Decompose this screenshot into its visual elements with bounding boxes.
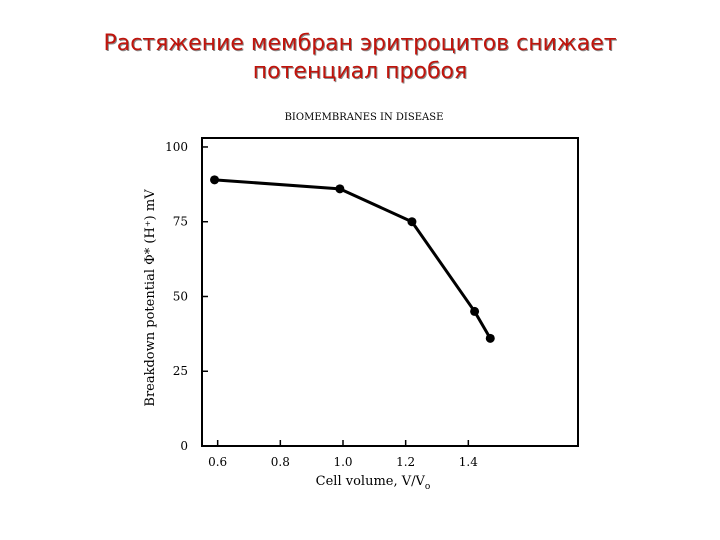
slide-title: Растяжение мембран эритроцитов снижает п… bbox=[40, 30, 680, 86]
x-tick-label: 0.6 bbox=[208, 455, 227, 469]
x-tick-label: 1.4 bbox=[459, 455, 478, 469]
data-point bbox=[335, 184, 345, 194]
x-axis-ticks: 0.6 0.8 1.0 1.2 1.4 bbox=[208, 440, 478, 469]
x-axis-label: Cell volume, V/Vo bbox=[316, 474, 431, 492]
y-tick-label: 75 bbox=[173, 215, 188, 229]
data-point bbox=[210, 175, 220, 185]
series-layer bbox=[210, 175, 495, 343]
chart-header: BIOMEMBRANES IN DISEASE bbox=[285, 112, 444, 123]
slide-title-line-1: Растяжение мембран эритроцитов снижает bbox=[103, 31, 617, 56]
x-axis-label-main: Cell volume, V/V bbox=[316, 474, 426, 489]
y-tick-label: 25 bbox=[173, 364, 188, 378]
data-point bbox=[407, 217, 417, 227]
x-tick-label: 1.0 bbox=[333, 455, 352, 469]
y-tick-label: 50 bbox=[173, 289, 188, 303]
y-tick-label: 0 bbox=[180, 439, 188, 453]
y-axis-label: Breakdown potential Φ* (H⁺) mV bbox=[143, 189, 158, 407]
x-tick-label: 0.8 bbox=[271, 455, 290, 469]
x-tick-label: 1.2 bbox=[396, 455, 415, 469]
x-axis-label-subscript: o bbox=[425, 482, 430, 492]
data-point bbox=[485, 333, 495, 343]
slide-title-line-2: потенциал пробоя bbox=[252, 59, 468, 84]
series-line bbox=[214, 178, 492, 340]
plot-frame bbox=[201, 137, 579, 447]
y-axis-ticks: 0 25 50 75 100 bbox=[165, 140, 208, 453]
y-tick-label: 100 bbox=[165, 140, 188, 154]
data-point bbox=[470, 306, 480, 316]
